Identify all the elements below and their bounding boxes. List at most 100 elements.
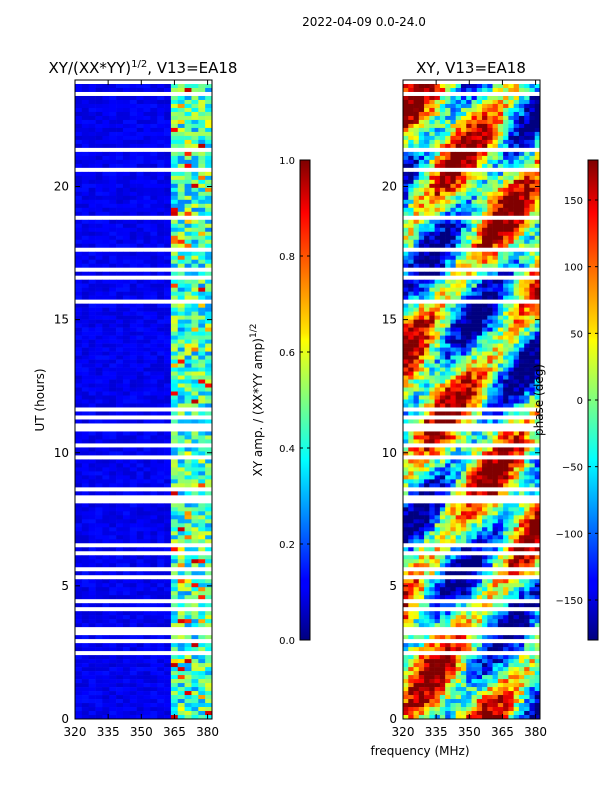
heatmap-cell [424,243,430,249]
heatmap-cell [170,195,179,201]
heatmap-cell [434,135,441,141]
heatmap-cell [122,531,131,536]
heatmap-cell [75,359,83,364]
heatmap-cell [170,375,179,380]
heatmap-cell [534,99,540,105]
heatmap-cell [482,127,488,133]
heatmap-cell [75,255,83,261]
heatmap-cell [460,431,467,436]
heatmap-cell [191,219,199,225]
heatmap-cell [439,119,446,125]
heatmap-cell [529,119,536,125]
heatmap-cell [177,207,185,213]
heatmap-cell [150,219,158,225]
heatmap-cell [497,335,504,340]
heatmap-cell [170,327,179,332]
heatmap-cell [439,459,446,464]
heatmap-cell [518,107,525,113]
heatmap-cell [109,347,117,352]
heatmap-cell [102,219,110,225]
heatmap-cell [177,515,185,520]
heatmap-cell [143,339,151,344]
heatmap-cell [497,187,504,193]
heatmap-cell [445,163,451,169]
heatmap-cell [445,171,451,177]
heatmap-cell [184,579,192,584]
heatmap-cell [150,259,158,265]
heatmap-cell [445,107,451,113]
heatmap-cell [205,655,212,660]
heatmap-cell [408,115,414,121]
heatmap-cell [177,715,185,719]
heatmap-cell [136,287,144,292]
heatmap-cell [524,199,530,205]
heatmap-cell [455,143,462,149]
heatmap-cell [403,263,409,269]
heatmap-cell [492,259,499,265]
heatmap-cell [492,95,499,101]
heatmap-cell [403,447,409,452]
heatmap-cell [136,235,144,241]
heatmap-cell [460,311,467,316]
heatmap-cell [136,643,144,648]
heatmap-cell [518,111,525,117]
heatmap-cell [109,203,117,209]
heatmap-cell [434,99,441,105]
heatmap-cell [534,183,540,189]
heatmap-cell [518,479,525,484]
heatmap-cell [170,203,179,209]
heatmap-cell [116,243,124,249]
heatmap-cell [95,175,103,181]
heatmap-cell [513,331,520,336]
heatmap-cell [408,395,414,400]
heatmap-cell [439,95,446,101]
heatmap-cell [136,307,144,312]
heatmap-cell [150,579,158,584]
heatmap-cell [424,83,430,89]
heatmap-cell [75,303,83,308]
heatmap-cell [116,283,124,288]
heatmap-cell [424,219,430,225]
heatmap-cell [524,431,530,436]
heatmap-cell [81,523,89,528]
heatmap-cell [143,531,151,536]
heatmap-cell [164,163,172,169]
heatmap-cell [184,635,192,640]
heatmap-cell [184,95,192,101]
heatmap-cell [476,327,483,332]
heatmap-cell [116,219,124,225]
heatmap-cell [518,151,525,157]
heatmap-cell [95,143,103,149]
heatmap-cell [434,187,441,193]
heatmap-cell [164,635,172,640]
heatmap-cell [88,315,96,320]
heatmap-cell [116,471,124,476]
heatmap-cell [513,219,520,225]
heatmap-cell [403,387,409,392]
heatmap-cell [177,255,185,261]
heatmap-cell [529,295,536,300]
heatmap-cell [471,211,478,217]
heatmap-cell [116,279,124,284]
heatmap-cell [513,447,520,452]
heatmap-cell [177,87,185,93]
heatmap-cell [109,303,117,308]
heatmap-cell [513,343,520,348]
heatmap-cell [109,87,117,93]
heatmap-cell [75,619,83,624]
heatmap-cell [136,715,144,719]
heatmap-cell [198,187,206,193]
heatmap-cell [476,471,483,476]
heatmap-cell [102,287,110,292]
heatmap-cell [503,411,509,416]
heatmap-cell [150,559,158,564]
heatmap-cell [508,103,514,109]
heatmap-cell [534,191,540,197]
heatmap-cell [95,207,103,213]
heatmap-cell [157,363,165,368]
heatmap-cell [434,475,441,480]
heatmap-cell [102,467,110,472]
heatmap-cell [403,331,409,336]
heatmap-cell [513,87,520,93]
heatmap-cell [482,187,488,193]
